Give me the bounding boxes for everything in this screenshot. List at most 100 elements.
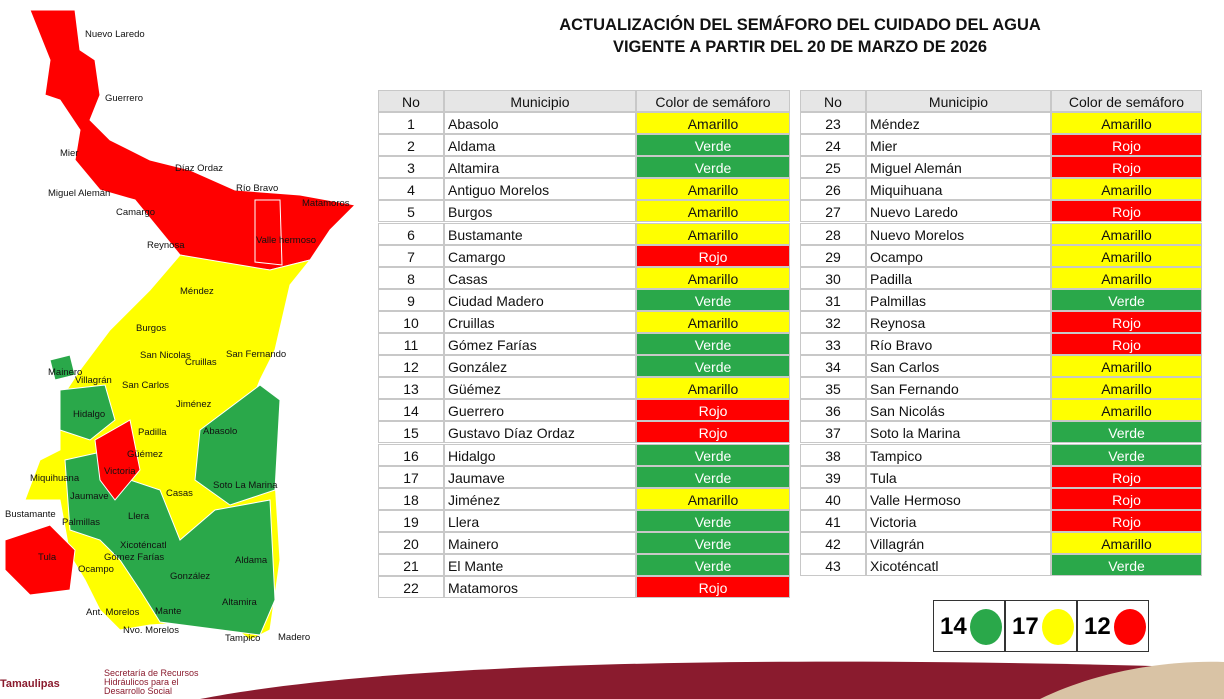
map-label: Nvo. Morelos: [123, 625, 179, 636]
map-label: Padilla: [138, 427, 167, 438]
table-cell: 30: [800, 266, 866, 289]
legend-count: 14: [940, 613, 967, 640]
status-cell: Amarillo: [1051, 399, 1202, 422]
legend-dot: [1114, 609, 1146, 645]
map-label: Burgos: [136, 323, 166, 334]
footer-logo: Tamaulipas: [0, 678, 60, 690]
table-cell: 24: [800, 134, 866, 157]
column-header: Color de semáforo: [1051, 90, 1202, 112]
status-cell: Verde: [1051, 421, 1202, 444]
table-cell: Casas: [444, 266, 636, 289]
map-region: [94, 419, 141, 501]
table-cell: El Mante: [444, 554, 636, 576]
title: VIGENTE A PARTIR DEL 20 DE MARZO DE 2026: [612, 38, 988, 56]
status-cell: Rojo: [1051, 310, 1202, 333]
table-cell: Soto la Marina: [866, 421, 1051, 444]
table-cell: Cruillas: [444, 310, 636, 333]
table-cell: 1: [378, 112, 444, 134]
map-region: [29, 9, 357, 271]
column-header: Color de semáforo: [636, 90, 790, 112]
map-label: Altamira: [222, 597, 258, 608]
table-cell: 5: [378, 200, 444, 223]
map-label: Díaz Ordaz: [175, 163, 223, 174]
map-label: Xicoténcatl: [120, 540, 166, 551]
map: Nuevo Laredo Guerrero Mier Díaz Ordaz Mi…: [4, 9, 357, 644]
table-cell: Antiguo Morelos: [444, 178, 636, 201]
table-cell: Victoria: [866, 509, 1051, 532]
table-cell: 17: [378, 465, 444, 488]
status-cell: Verde: [636, 134, 790, 157]
table-cell: Río Bravo: [866, 333, 1051, 355]
table-cell: 29: [800, 244, 866, 267]
table-cell: 37: [800, 421, 866, 444]
table-cell: 2: [378, 134, 444, 157]
table-cell: Reynosa: [866, 310, 1051, 333]
table-cell: 34: [800, 355, 866, 378]
status-cell: Rojo: [636, 576, 790, 599]
map-label: Güémez: [127, 449, 163, 460]
table-cell: 8: [378, 266, 444, 289]
table-cell: González: [444, 355, 636, 378]
map-label: Méndez: [180, 286, 214, 297]
status-cell: Amarillo: [1051, 244, 1202, 267]
table-cell: 12: [378, 355, 444, 378]
table-cell: Mier: [866, 134, 1051, 157]
status-cell: Verde: [636, 465, 790, 488]
table-cell: Camargo: [444, 244, 636, 267]
table-cell: Valle Hermoso: [866, 487, 1051, 510]
table-cell: 35: [800, 377, 866, 400]
map-region: [59, 384, 116, 441]
table-cell: 4: [378, 178, 444, 201]
table-cell: 21: [378, 554, 444, 576]
map-label: Victoria: [104, 466, 136, 477]
status-cell: Amarillo: [1051, 112, 1202, 134]
table-cell: San Fernando: [866, 377, 1051, 400]
table-cell: Burgos: [444, 200, 636, 223]
status-cell: Amarillo: [1051, 178, 1202, 201]
table-cell: 32: [800, 310, 866, 333]
table-cell: Mainero: [444, 531, 636, 554]
map-label: González: [170, 571, 210, 582]
map-label: Mante: [155, 606, 181, 617]
status-cell: Rojo: [636, 244, 790, 267]
map-label: Soto La Marina: [213, 480, 278, 491]
legend-dot: [970, 609, 1002, 645]
status-cell: Amarillo: [1051, 531, 1202, 554]
table-cell: 36: [800, 399, 866, 422]
table-cell: 19: [378, 509, 444, 532]
status-cell: Rojo: [636, 421, 790, 444]
table-cell: 40: [800, 487, 866, 510]
table-cell: Hidalgo: [444, 443, 636, 466]
table-cell: 39: [800, 465, 866, 488]
table-cell: 18: [378, 487, 444, 510]
table-cell: Aldama: [444, 134, 636, 157]
map-label: Nuevo Laredo: [85, 29, 145, 40]
status-cell: Amarillo: [636, 222, 790, 245]
table-cell: Xicoténcatl: [866, 554, 1051, 576]
status-cell: Rojo: [1051, 333, 1202, 355]
legend-dot: [1042, 609, 1074, 645]
map-label: San Fernando: [226, 349, 286, 360]
map-label: San Nicolas: [140, 350, 191, 361]
status-cell: Amarillo: [636, 200, 790, 223]
table-cell: 23: [800, 112, 866, 134]
table-cell: 41: [800, 509, 866, 532]
map-label: Valle hermoso: [256, 235, 316, 246]
status-cell: Rojo: [1051, 200, 1202, 223]
table-cell: Miguel Alemán: [866, 156, 1051, 179]
map-label: Mainero: [48, 367, 82, 378]
table-cell: 13: [378, 377, 444, 400]
table-cell: Jiménez: [444, 487, 636, 510]
table-cell: 9: [378, 288, 444, 311]
map-label: Camargo: [116, 207, 155, 218]
column-header: Municipio: [444, 90, 636, 112]
status-cell: Verde: [1051, 554, 1202, 576]
status-cell: Rojo: [1051, 487, 1202, 510]
legend-item: 17: [1005, 600, 1077, 652]
table-cell: Tula: [866, 465, 1051, 488]
status-cell: Amarillo: [1051, 355, 1202, 378]
table-cell: Güémez: [444, 377, 636, 400]
map-region: [49, 354, 76, 381]
map-label: Gómez Farías: [104, 552, 164, 563]
table-cell: Villagrán: [866, 531, 1051, 554]
